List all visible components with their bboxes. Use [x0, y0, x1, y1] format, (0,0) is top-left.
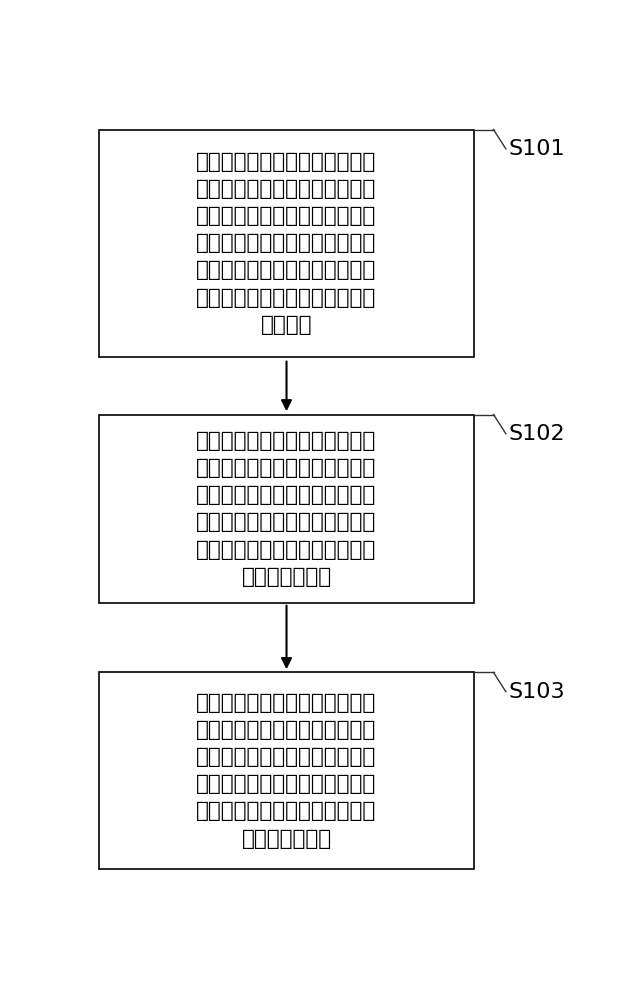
Bar: [99, 672, 474, 869]
Text: S101: S101: [508, 139, 565, 159]
Text: 控制信号源将源信号输入到所述
测试系统的系统输入端，并通过
所述测试系统的被测器件输入端
将所述源信号输入到功率放大装
置中；所述功率放大装置用于对
所述源信号: 控制信号源将源信号输入到所述 测试系统的系统输入端，并通过 所述测试系统的被测器…: [197, 152, 377, 335]
Text: 将所述功率放大装置对所述源信
号进行放大处理后生成的所述放
大信号输入到所述测试系统的被
测器件输出端，并控制测量仪器
在所述测试系统的系统输出端读
取第一输出: 将所述功率放大装置对所述源信 号进行放大处理后生成的所述放 大信号输入到所述测试…: [197, 431, 377, 587]
Text: S103: S103: [508, 682, 565, 702]
Bar: [99, 415, 474, 603]
Bar: [99, 130, 474, 357]
Text: 根据所述源信号、所述第一输出
信号和所述功率放大装置的标称
值数据，计算所述测试系统的第
一插入损耗数据，并根据所述第
一插入损耗数据对所述测试系统
进行大功率: 根据所述源信号、所述第一输出 信号和所述功率放大装置的标称 值数据，计算所述测试…: [197, 693, 377, 849]
Text: S102: S102: [508, 424, 565, 444]
